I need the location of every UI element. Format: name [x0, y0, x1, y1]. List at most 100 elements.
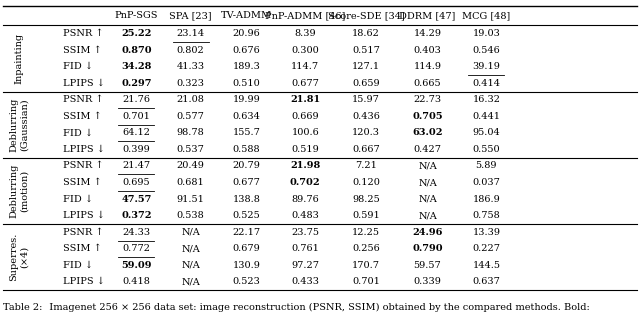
Text: 0.256: 0.256 [352, 244, 380, 253]
Text: 0.418: 0.418 [122, 277, 150, 286]
Text: 12.25: 12.25 [352, 228, 380, 237]
Text: 0.705: 0.705 [412, 112, 443, 121]
Text: PSNR ↑: PSNR ↑ [63, 162, 103, 170]
Text: 18.62: 18.62 [352, 29, 380, 38]
Text: 0.681: 0.681 [177, 178, 205, 187]
Text: 22.73: 22.73 [413, 95, 442, 104]
Text: Inpainting: Inpainting [15, 33, 24, 84]
Text: SPA [23]: SPA [23] [170, 11, 212, 20]
Text: 21.47: 21.47 [122, 162, 150, 170]
Text: 0.546: 0.546 [472, 46, 500, 55]
Text: Table 2:: Table 2: [3, 303, 43, 312]
Text: 13.39: 13.39 [472, 228, 500, 237]
Text: 0.339: 0.339 [413, 277, 442, 286]
Text: 91.51: 91.51 [177, 195, 205, 204]
Text: 23.75: 23.75 [291, 228, 319, 237]
Text: 0.677: 0.677 [291, 79, 319, 88]
Text: TV-ADMM: TV-ADMM [221, 11, 272, 20]
Text: 0.790: 0.790 [412, 244, 443, 253]
Text: 98.78: 98.78 [177, 128, 205, 137]
Text: 0.523: 0.523 [232, 277, 260, 286]
Text: N/A: N/A [181, 228, 200, 237]
Text: MCG [48]: MCG [48] [462, 11, 511, 20]
Text: 0.510: 0.510 [232, 79, 260, 88]
Text: N/A: N/A [418, 195, 437, 204]
Text: 0.695: 0.695 [122, 178, 150, 187]
Text: FID ↓: FID ↓ [63, 62, 93, 71]
Text: 20.96: 20.96 [232, 29, 260, 38]
Text: N/A: N/A [181, 277, 200, 286]
Text: 114.7: 114.7 [291, 62, 319, 71]
Text: 0.588: 0.588 [232, 145, 260, 154]
Text: 114.9: 114.9 [413, 62, 442, 71]
Text: N/A: N/A [418, 162, 437, 170]
Text: PnP-SGS: PnP-SGS [115, 11, 158, 20]
Text: LPIPS ↓: LPIPS ↓ [63, 277, 104, 286]
Text: 0.550: 0.550 [472, 145, 500, 154]
Text: 0.634: 0.634 [232, 112, 260, 121]
Text: 25.22: 25.22 [121, 29, 152, 38]
Text: SSIM ↑: SSIM ↑ [63, 178, 102, 187]
Text: 0.427: 0.427 [413, 145, 442, 154]
Text: SSIM ↑: SSIM ↑ [63, 244, 102, 253]
Text: FID ↓: FID ↓ [63, 261, 93, 270]
Text: LPIPS ↓: LPIPS ↓ [63, 145, 104, 154]
Text: 120.3: 120.3 [352, 128, 380, 137]
Text: 127.1: 127.1 [352, 62, 380, 71]
Text: 186.9: 186.9 [472, 195, 500, 204]
Text: 21.81: 21.81 [290, 95, 321, 104]
Text: 20.79: 20.79 [232, 162, 260, 170]
Text: 0.441: 0.441 [472, 112, 500, 121]
Text: N/A: N/A [181, 244, 200, 253]
Text: 0.227: 0.227 [472, 244, 500, 253]
Text: 0.323: 0.323 [177, 79, 205, 88]
Text: 0.677: 0.677 [232, 178, 260, 187]
Text: 0.591: 0.591 [352, 211, 380, 220]
Text: 0.761: 0.761 [291, 244, 319, 253]
Text: 170.7: 170.7 [352, 261, 380, 270]
Text: 16.32: 16.32 [472, 95, 500, 104]
Text: N/A: N/A [418, 211, 437, 220]
Text: 0.665: 0.665 [413, 79, 442, 88]
Text: 138.8: 138.8 [232, 195, 260, 204]
Text: 59.57: 59.57 [413, 261, 442, 270]
Text: LPIPS ↓: LPIPS ↓ [63, 79, 104, 88]
Text: 15.97: 15.97 [352, 95, 380, 104]
Text: 144.5: 144.5 [472, 261, 500, 270]
Text: 155.7: 155.7 [232, 128, 260, 137]
Text: FID ↓: FID ↓ [63, 128, 93, 137]
Text: 19.99: 19.99 [232, 95, 260, 104]
Text: 0.701: 0.701 [122, 112, 150, 121]
Text: PnP-ADMM [46]: PnP-ADMM [46] [265, 11, 346, 20]
Text: 7.21: 7.21 [355, 162, 377, 170]
Text: Deblurring
(Gaussian): Deblurring (Gaussian) [10, 98, 29, 152]
Text: PSNR ↑: PSNR ↑ [63, 29, 103, 38]
Text: 0.372: 0.372 [121, 211, 152, 220]
Text: 24.33: 24.33 [122, 228, 150, 237]
Text: 95.04: 95.04 [472, 128, 500, 137]
Text: 21.98: 21.98 [290, 162, 321, 170]
Text: 0.758: 0.758 [472, 211, 500, 220]
Text: 0.414: 0.414 [472, 79, 500, 88]
Text: N/A: N/A [181, 261, 200, 270]
Text: 0.772: 0.772 [122, 244, 150, 253]
Text: Imagenet 256 × 256 data set: image reconstruction (PSNR, SSIM) obtained by the c: Imagenet 256 × 256 data set: image recon… [43, 303, 589, 312]
Text: 59.09: 59.09 [121, 261, 152, 270]
Text: DDRM [47]: DDRM [47] [399, 11, 456, 20]
Text: 20.49: 20.49 [177, 162, 205, 170]
Text: 8.39: 8.39 [294, 29, 316, 38]
Text: 0.802: 0.802 [177, 46, 205, 55]
Text: 0.870: 0.870 [121, 46, 152, 55]
Text: 5.89: 5.89 [476, 162, 497, 170]
Text: SSIM ↑: SSIM ↑ [63, 46, 102, 55]
Text: 41.33: 41.33 [177, 62, 205, 71]
Text: 23.14: 23.14 [177, 29, 205, 38]
Text: PSNR ↑: PSNR ↑ [63, 228, 103, 237]
Text: 47.57: 47.57 [121, 195, 152, 204]
Text: 21.76: 21.76 [122, 95, 150, 104]
Text: 0.297: 0.297 [121, 79, 152, 88]
Text: 0.659: 0.659 [352, 79, 380, 88]
Text: LPIPS ↓: LPIPS ↓ [63, 211, 104, 220]
Text: 0.676: 0.676 [232, 46, 260, 55]
Text: 130.9: 130.9 [232, 261, 260, 270]
